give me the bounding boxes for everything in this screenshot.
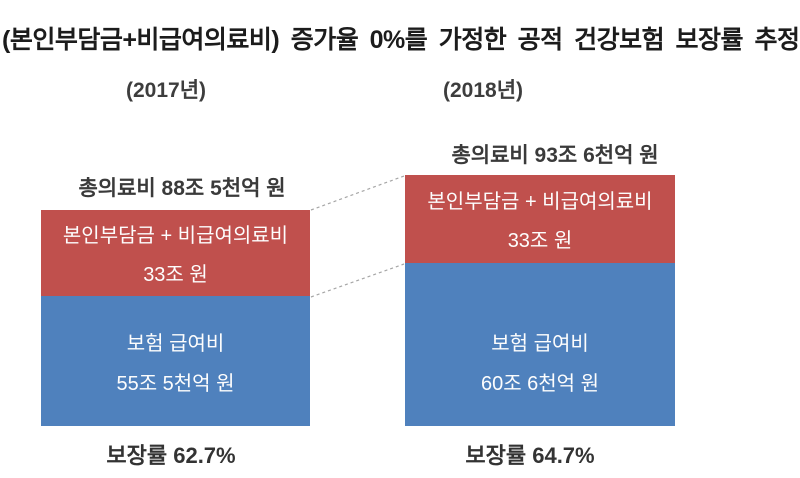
oop-segment-2017-name: 본인부담금 + 비급여의료비 — [62, 225, 289, 247]
benefit-segment-2017-name: 보험 급여비 — [126, 333, 225, 355]
connector-line-bottom — [310, 263, 405, 298]
stacked-bar-2017: 본인부담금 + 비급여의료비 33조 원 보험 급여비 55조 5천억 원 — [41, 210, 310, 426]
total-medical-cost-label-2017: 총의료비 88조 5천억 원 — [78, 177, 286, 200]
oop-segment-2017: 본인부담금 + 비급여의료비 33조 원 — [41, 210, 310, 296]
total-medical-cost-label-2018: 총의료비 93조 6천억 원 — [451, 144, 659, 167]
benefit-segment-2017: 보험 급여비 55조 5천억 원 — [41, 296, 310, 426]
year-label-2017: (2017년) — [125, 79, 207, 102]
coverage-rate-label-2017: 보장률 62.7% — [106, 443, 236, 468]
benefit-segment-2018-value: 60조 6천억 원 — [480, 373, 600, 395]
benefit-segment-2017-value: 55조 5천억 원 — [116, 373, 235, 395]
chart-title: (본인부담금+비급여의료비) 증가율 0%를 가정한 공적 건강보험 보장률 추… — [2, 26, 800, 54]
oop-segment-2017-value: 33조 원 — [143, 264, 208, 286]
oop-segment-2018-name: 본인부담금 + 비급여의료비 — [427, 191, 653, 213]
stacked-bar-2018: 본인부담금 + 비급여의료비 33조 원 보험 급여비 60조 6천억 원 — [405, 175, 675, 426]
coverage-rate-label-2018: 보장률 64.7% — [465, 443, 595, 468]
benefit-segment-2018: 보험 급여비 60조 6천억 원 — [405, 263, 675, 426]
oop-segment-2018: 본인부담금 + 비급여의료비 33조 원 — [405, 175, 675, 263]
year-label-2018: (2018년) — [442, 79, 524, 102]
benefit-segment-2018-name: 보험 급여비 — [491, 333, 589, 355]
oop-segment-2018-value: 33조 원 — [507, 230, 573, 252]
